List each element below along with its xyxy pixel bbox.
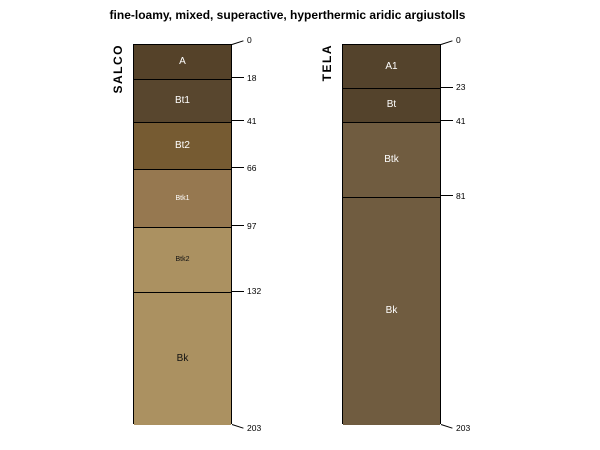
depth-tick <box>232 167 244 169</box>
depth-tick <box>441 120 453 122</box>
horizon-tela-btk: Btk <box>343 121 440 197</box>
profile-label-salco: SALCO <box>111 44 125 94</box>
depth-tick-label: 41 <box>247 115 257 126</box>
horizon-tela-bk: Bk <box>343 196 440 425</box>
depth-tick-label: 203 <box>456 423 471 433</box>
figure-title: fine-loamy, mixed, superactive, hyperthe… <box>109 8 466 22</box>
horizon-label: A1 <box>385 60 398 72</box>
horizon-salco-bt1: Bt1 <box>134 78 231 122</box>
horizon-salco-btk1: Btk1 <box>134 168 231 227</box>
horizon-label: Bk <box>176 353 189 365</box>
horizon-label: Bk <box>385 305 398 317</box>
depth-tick-label: 66 <box>247 162 257 173</box>
horizon-label: Bt1 <box>174 94 190 106</box>
horizon-salco-bt2: Bt2 <box>134 121 231 169</box>
depth-tick <box>232 77 244 79</box>
horizon-tela-bt: Bt <box>343 88 440 122</box>
depth-tick <box>232 290 244 292</box>
profile-column-salco: A Bt1 Bt2 Btk1 Btk2 Bk <box>133 44 232 425</box>
horizon-label: Btk2 <box>175 256 190 264</box>
horizon-label: Bt <box>386 99 397 111</box>
depth-tick <box>231 39 244 45</box>
depth-tick-label: 23 <box>456 82 466 93</box>
depth-tick <box>441 86 453 88</box>
horizon-label: Btk1 <box>175 194 190 202</box>
depth-tick-label: 41 <box>456 115 466 126</box>
depth-tick-label: 97 <box>247 220 257 231</box>
horizon-label: A <box>179 55 186 67</box>
depth-tick <box>231 423 244 429</box>
horizon-label: Btk <box>384 153 399 165</box>
depth-tick-label: 18 <box>247 72 257 83</box>
profile-label-tela: TELA <box>320 44 334 82</box>
horizon-salco-a: A <box>134 45 231 79</box>
horizon-salco-bk: Bk <box>134 292 231 425</box>
depth-tick-label: 203 <box>247 423 262 433</box>
depth-tick <box>440 423 453 429</box>
depth-tick-label: 132 <box>247 286 262 297</box>
depth-tick-label: 0 <box>247 35 252 45</box>
depth-tick <box>441 195 453 197</box>
horizon-label: Bt2 <box>174 139 190 151</box>
horizon-tela-a1: A1 <box>343 45 440 89</box>
depth-tick-label: 0 <box>456 35 461 45</box>
depth-tick <box>232 120 244 122</box>
horizon-salco-btk2: Btk2 <box>134 226 231 293</box>
depth-tick <box>440 39 453 45</box>
depth-tick-label: 81 <box>456 190 466 201</box>
depth-tick <box>232 225 244 227</box>
profile-column-tela: A1 Bt Btk Bk <box>342 44 441 425</box>
